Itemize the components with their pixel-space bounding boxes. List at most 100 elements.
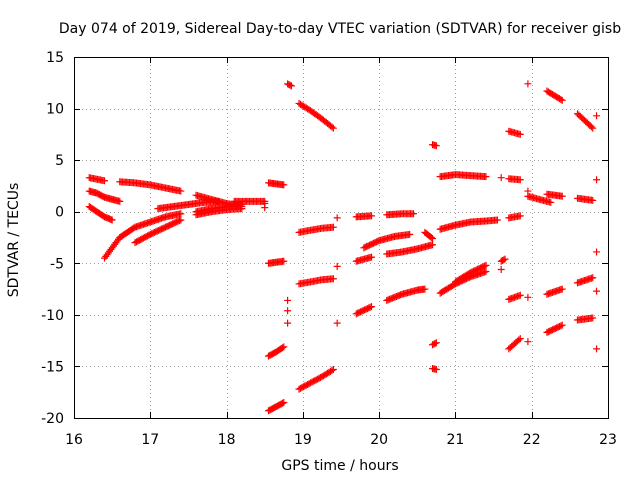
data-point-s27: [500, 256, 508, 264]
data-point-s25: [493, 216, 501, 224]
data-point-s5: [175, 217, 183, 225]
data-point-s5: [261, 204, 269, 212]
y-tick-label: -10: [41, 308, 64, 324]
data-point-s26: [497, 265, 505, 273]
data-point-s16: [329, 366, 337, 374]
data-point-s18: [429, 241, 437, 249]
data-point-s8: [280, 257, 288, 265]
data-point-s9: [280, 343, 288, 351]
data-point-s5: [177, 216, 185, 224]
data-point-s36: [524, 293, 532, 301]
data-point-s19: [368, 303, 376, 311]
data-point-s38: [593, 112, 601, 120]
y-tick-label: 5: [55, 153, 64, 169]
chart-title: Day 074 of 2019, Sidereal Day-to-day VTE…: [59, 21, 621, 37]
data-point-s22: [431, 339, 439, 347]
data-point-s38: [593, 248, 601, 256]
data-point-s13: [328, 123, 336, 131]
data-point-s5: [238, 205, 246, 213]
plot-frame: [74, 57, 609, 419]
data-point-s33: [587, 123, 595, 131]
data-point-s6: [215, 197, 223, 205]
data-point-s10: [279, 399, 287, 407]
data-point-s17: [333, 214, 341, 222]
data-point-s29: [516, 176, 524, 184]
y-tick-label: -15: [41, 359, 64, 375]
data-point-s14: [329, 223, 337, 231]
data-point-s37: [524, 338, 532, 346]
y-tick-label: -5: [50, 256, 64, 272]
data-point-s31: [516, 291, 524, 299]
data-point-s22: [432, 339, 440, 347]
data-point-s38: [593, 345, 601, 353]
data-point-s34: [558, 192, 566, 200]
data-point-s11: [286, 81, 294, 89]
data-point-s37: [589, 314, 597, 322]
y-axis-title: SDTVAR / TECUs: [6, 183, 22, 298]
data-point-s32: [515, 336, 523, 344]
data-point-s2: [116, 197, 124, 205]
data-point-s26: [482, 268, 490, 276]
data-point-s36: [589, 274, 597, 282]
x-tick-label: 16: [65, 432, 83, 448]
data-point-s17: [409, 210, 417, 218]
data-point-s12: [284, 319, 292, 327]
grid: [74, 57, 608, 418]
axis-ticks: 16 17 18 19 20 21 22 23 15 10 5 0 -5 -10 -15 -20: [41, 50, 617, 448]
y-tick-label: -20: [41, 411, 64, 427]
data-point-s19: [333, 319, 341, 327]
data-point-s7: [280, 181, 288, 189]
data-point-s3: [108, 216, 116, 224]
data-point-s13: [329, 124, 337, 132]
data-point-s28: [516, 130, 524, 138]
data-point-s10: [280, 399, 288, 407]
data-point-s19: [421, 285, 429, 293]
data-point-s33: [557, 95, 565, 103]
data-point-s6: [261, 197, 269, 205]
data-point-s33: [558, 96, 566, 104]
data-point-s20: [406, 230, 414, 238]
data-point-s38: [593, 287, 601, 295]
data-point-s24: [497, 174, 505, 182]
data-point-s1: [101, 177, 109, 185]
data-point-s37: [558, 321, 566, 329]
data-point-s12: [284, 296, 292, 304]
x-tick-label: 22: [523, 432, 541, 448]
x-tick-label: 23: [599, 432, 617, 448]
data-points: [85, 80, 601, 415]
data-point-s23: [432, 366, 440, 374]
data-point-s37: [557, 322, 565, 330]
y-tick-label: 15: [46, 50, 64, 66]
y-tick-label: 0: [55, 205, 64, 221]
data-point-s18: [368, 253, 376, 261]
data-point-s16: [328, 366, 336, 374]
x-axis-title: GPS time / hours: [281, 458, 398, 474]
data-point-s20: [429, 235, 437, 243]
x-tick-label: 18: [218, 432, 236, 448]
data-point-s35: [547, 198, 555, 206]
data-point-s17: [368, 212, 376, 220]
data-point-s15: [329, 275, 337, 283]
x-tick-label: 21: [447, 432, 465, 448]
data-point-s33: [524, 80, 532, 88]
data-point-s12: [284, 307, 292, 315]
data-point-s38: [593, 176, 601, 184]
data-point-s24: [482, 173, 490, 181]
data-point-s33: [589, 124, 597, 132]
data-point-s27: [482, 261, 490, 269]
data-point-s1: [177, 187, 185, 195]
data-point-s4: [177, 210, 185, 218]
y-tick-label: 10: [46, 102, 64, 118]
data-point-s19: [366, 303, 374, 311]
data-point-s21: [432, 142, 440, 150]
data-point-s20: [427, 234, 435, 241]
data-point-s34: [589, 196, 597, 204]
data-point-s11: [287, 82, 295, 90]
data-point-s27: [501, 255, 509, 263]
x-tick-label: 17: [141, 432, 159, 448]
data-point-s27: [481, 262, 489, 270]
data-point-s18: [333, 262, 341, 270]
data-point-s30: [516, 212, 524, 220]
data-point-s9: [279, 344, 287, 352]
data-point-s36: [558, 285, 566, 293]
